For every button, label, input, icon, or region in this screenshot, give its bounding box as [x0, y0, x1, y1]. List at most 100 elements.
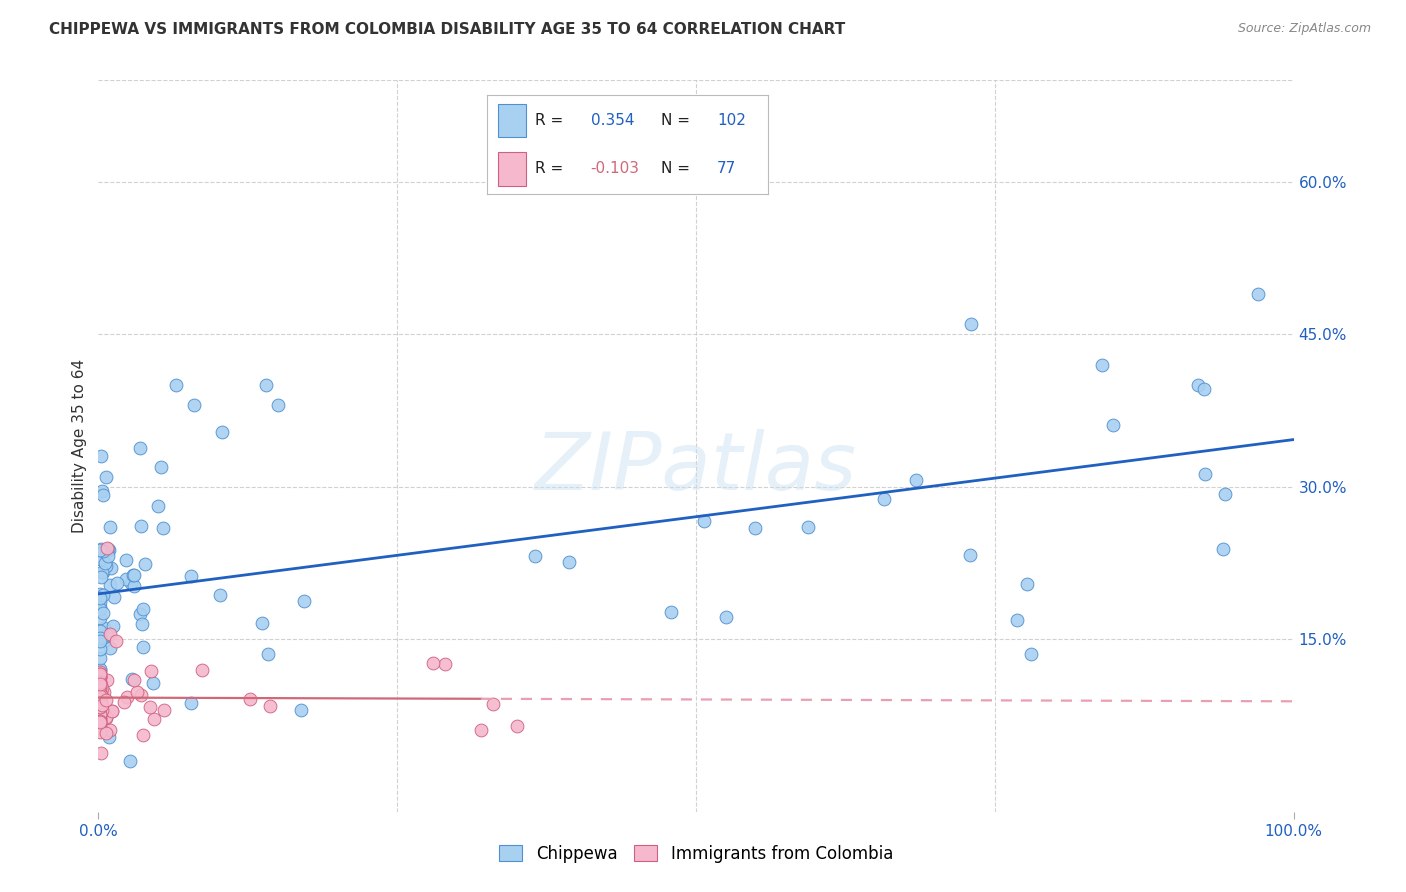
Point [94, 711, 117, 725]
Point [959, 549, 981, 563]
Point [91, 681, 114, 696]
Point [250, 616, 273, 631]
Point [89, 674, 111, 689]
Point [93, 621, 115, 635]
Point [101, 704, 124, 718]
Point [267, 398, 290, 412]
Point [89, 695, 111, 709]
Point [292, 593, 315, 607]
Point [115, 572, 138, 586]
Point [91, 566, 114, 580]
Point [131, 602, 153, 616]
Point [470, 723, 492, 737]
Point [1194, 467, 1216, 481]
Point [93, 705, 115, 719]
Point [1213, 487, 1236, 501]
Point [422, 656, 444, 670]
Point [91, 684, 114, 698]
Point [122, 673, 145, 687]
Point [90, 542, 112, 557]
Point [149, 460, 172, 475]
Point [89, 670, 111, 684]
Point [659, 605, 682, 619]
Point [89, 693, 111, 707]
Point [693, 514, 716, 528]
Point [96, 628, 118, 642]
Point [89, 700, 111, 714]
Point [115, 690, 138, 705]
Point [89, 675, 111, 690]
Point [97, 542, 120, 557]
Point [1247, 286, 1270, 301]
Point [89, 715, 111, 730]
Point [180, 569, 202, 583]
Point [89, 668, 111, 682]
Point [89, 642, 111, 657]
Point [138, 699, 160, 714]
Point [89, 631, 111, 645]
Text: Source: ZipAtlas.com: Source: ZipAtlas.com [1237, 22, 1371, 36]
Point [89, 714, 111, 728]
Point [105, 634, 128, 648]
Point [89, 705, 111, 719]
Point [89, 587, 111, 601]
Point [183, 398, 205, 412]
Point [797, 520, 820, 534]
Point [89, 651, 111, 665]
Point [89, 662, 111, 676]
Point [94, 558, 117, 573]
Point [98, 627, 122, 641]
Point [1212, 542, 1234, 557]
Point [89, 714, 111, 729]
Point [101, 704, 124, 718]
Point [115, 552, 138, 566]
Point [97, 549, 120, 563]
Point [89, 722, 111, 736]
Point [143, 712, 166, 726]
Point [142, 676, 165, 690]
Point [89, 703, 111, 717]
Point [254, 378, 277, 392]
Point [89, 692, 111, 706]
Point [259, 698, 281, 713]
Point [239, 691, 262, 706]
Point [1102, 417, 1125, 432]
Point [91, 588, 114, 602]
Point [89, 696, 111, 710]
Point [89, 709, 111, 723]
Point [90, 746, 112, 760]
Point [89, 551, 111, 566]
Point [89, 667, 111, 681]
Point [103, 590, 125, 604]
Point [524, 549, 547, 563]
Point [1187, 378, 1209, 392]
Point [905, 473, 928, 487]
Point [89, 670, 111, 684]
Point [714, 609, 737, 624]
Point [98, 520, 121, 534]
Point [89, 676, 111, 690]
Point [290, 703, 312, 717]
Point [98, 723, 121, 738]
Point [1019, 647, 1042, 661]
Point [120, 576, 142, 591]
Point [90, 690, 112, 705]
Point [96, 726, 118, 740]
Point [94, 470, 117, 484]
Point [89, 677, 111, 691]
Point [128, 607, 150, 621]
Point [481, 697, 505, 711]
Point [94, 630, 117, 644]
Point [93, 488, 115, 502]
Point [89, 624, 111, 639]
Point [89, 680, 111, 694]
Point [165, 378, 187, 392]
Point [89, 719, 111, 733]
Point [96, 673, 118, 687]
Point [94, 710, 117, 724]
Point [146, 500, 169, 514]
Point [89, 449, 111, 463]
Point [1192, 382, 1215, 396]
Point [89, 599, 111, 614]
Point [89, 591, 111, 606]
